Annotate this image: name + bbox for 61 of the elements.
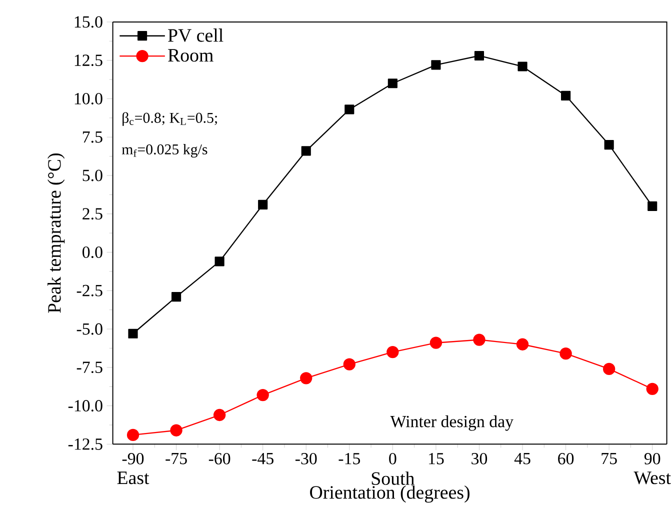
- x-tick-label: 60: [558, 452, 574, 464]
- point: [170, 424, 182, 436]
- point: [431, 60, 441, 70]
- point: [214, 256, 224, 266]
- y-axis-title: Peak temprature (°C): [48, 154, 65, 313]
- y-tick-label: 7.5: [82, 131, 102, 143]
- text: West: [634, 472, 671, 484]
- point: [256, 388, 269, 402]
- point: [474, 50, 484, 61]
- x-axis-title: Orientation (degrees): [310, 485, 470, 503]
- point: [258, 200, 268, 210]
- point: [561, 90, 571, 100]
- point: [560, 347, 572, 360]
- legend-label: Room: [168, 49, 214, 62]
- annotation: β$_{c}$=0.8; K$_{L}$=0.5;: [122, 112, 217, 126]
- text: East: [117, 472, 150, 484]
- annotation: Winter design day: [390, 415, 514, 431]
- point: [430, 336, 442, 349]
- point: [343, 358, 356, 370]
- y-tick-label: 0.0: [82, 246, 102, 258]
- point: [344, 104, 354, 114]
- x-tick-label: 30: [472, 452, 488, 464]
- y-tick-label: 5.0: [82, 170, 102, 182]
- point: [126, 428, 140, 442]
- y-tick-label: 2.5: [82, 208, 102, 220]
- point: [301, 146, 311, 156]
- point: [648, 201, 658, 211]
- y-tick-label: -2.5: [76, 284, 102, 296]
- x-tick-label: 75: [602, 452, 617, 464]
- y-tick-label: -10.0: [68, 400, 102, 412]
- point: [386, 346, 399, 358]
- point: [213, 408, 226, 422]
- point: [646, 382, 658, 395]
- point: [473, 334, 486, 346]
- x-tick-label: -90: [122, 452, 144, 464]
- y-tick-label: 12.5: [74, 54, 102, 66]
- point: [604, 140, 614, 150]
- x-tick-label: -60: [208, 452, 230, 464]
- x-tick-label: -15: [338, 452, 360, 464]
- annotation: m$_{f}$=0.025 kg/s: [122, 144, 208, 158]
- x-tick-label: 15: [428, 452, 444, 464]
- x-tick-label: -30: [295, 452, 317, 464]
- x-tick-label: -75: [166, 452, 187, 464]
- point: [300, 372, 312, 384]
- y-tick-label: -5.0: [76, 323, 102, 335]
- y-tick-label: 10.0: [74, 92, 102, 104]
- x-tick-label: 90: [644, 452, 660, 464]
- legend-label: PV cell: [168, 28, 224, 42]
- point: [388, 78, 398, 88]
- y-tick-label: 15.0: [74, 16, 102, 28]
- point: [171, 292, 182, 302]
- x-tick-label: 0: [389, 452, 396, 464]
- x-tick-label: -45: [252, 452, 274, 464]
- y-tick-label: -12.5: [68, 438, 102, 450]
- y-tick-label: -7.5: [76, 362, 102, 374]
- x-tick-label: 45: [514, 452, 530, 464]
- point: [602, 362, 616, 376]
- point: [128, 328, 138, 338]
- point: [516, 338, 529, 350]
- point: [518, 62, 528, 72]
- text: South: [372, 472, 414, 485]
